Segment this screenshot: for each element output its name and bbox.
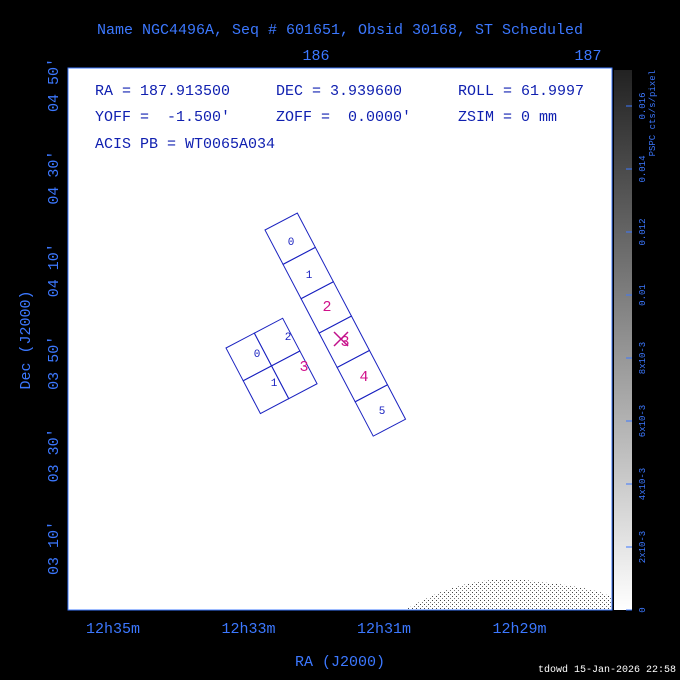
x-tick-label: 12h31m <box>357 621 411 638</box>
info-text: DEC = 3.939600 <box>276 83 402 100</box>
info-text: ZOFF = 0.0000' <box>276 109 411 126</box>
y-axis-label: Dec (J2000) <box>18 290 35 389</box>
colorbar-tick-label: 8x10-3 <box>638 342 648 374</box>
colorbar <box>614 70 632 610</box>
x-tick-label: 12h35m <box>86 621 140 638</box>
colorbar-tick-label: 2x10-3 <box>638 531 648 563</box>
info-text: YOFF = -1.500' <box>95 109 230 126</box>
colorbar-tick-label: 4x10-3 <box>638 468 648 500</box>
y-tick-label: 03 50' <box>46 336 63 390</box>
chip-label: 0 <box>288 237 295 249</box>
title: Name NGC4496A, Seq # 601651, Obsid 30168… <box>97 22 583 39</box>
info-text: ROLL = 61.9997 <box>458 83 584 100</box>
colorbar-tick-label: 0 <box>638 607 648 612</box>
chip-label: 0 <box>254 349 261 361</box>
acis-i-array <box>225 317 318 415</box>
colorbar-tick-label: 0.014 <box>638 155 648 182</box>
chip-label: 3 <box>299 359 308 376</box>
colorbar-tick-label: 0.012 <box>638 218 648 245</box>
y-tick-label: 04 10' <box>46 243 63 297</box>
pointing-marker <box>333 331 349 347</box>
image-noise <box>405 579 612 610</box>
colorbar-label: PSPC cts/s/pixel <box>648 70 658 156</box>
colorbar-tick-label: 6x10-3 <box>638 405 648 437</box>
chip-label: 1 <box>271 378 278 390</box>
footer: tdowd 15-Jan-2026 22:58 <box>538 664 676 676</box>
top-tick: 187 <box>574 48 601 65</box>
info-text: ZSIM = 0 mm <box>458 109 557 126</box>
y-tick-label: 03 30' <box>46 428 63 482</box>
top-tick: 186 <box>302 48 329 65</box>
colorbar-tick-label: 0.01 <box>638 284 648 306</box>
y-tick-label: 03 10' <box>46 521 63 575</box>
info-text: ACIS PB = WT0065A034 <box>95 136 275 153</box>
x-axis-label: RA (J2000) <box>295 654 385 671</box>
y-tick-label: 04 30' <box>46 151 63 205</box>
chip-label: 5 <box>379 406 386 418</box>
chip-label: 1 <box>306 270 313 282</box>
acis-s-array <box>264 212 407 437</box>
info-text: RA = 187.913500 <box>95 83 230 100</box>
chip-label: 4 <box>359 369 368 386</box>
chip-label: 2 <box>322 299 331 316</box>
chip-label: 2 <box>285 332 292 344</box>
x-tick-label: 12h29m <box>492 621 546 638</box>
x-tick-label: 12h33m <box>221 621 275 638</box>
y-tick-label: 04 50' <box>46 58 63 112</box>
colorbar-tick-label: 0.016 <box>638 92 648 119</box>
